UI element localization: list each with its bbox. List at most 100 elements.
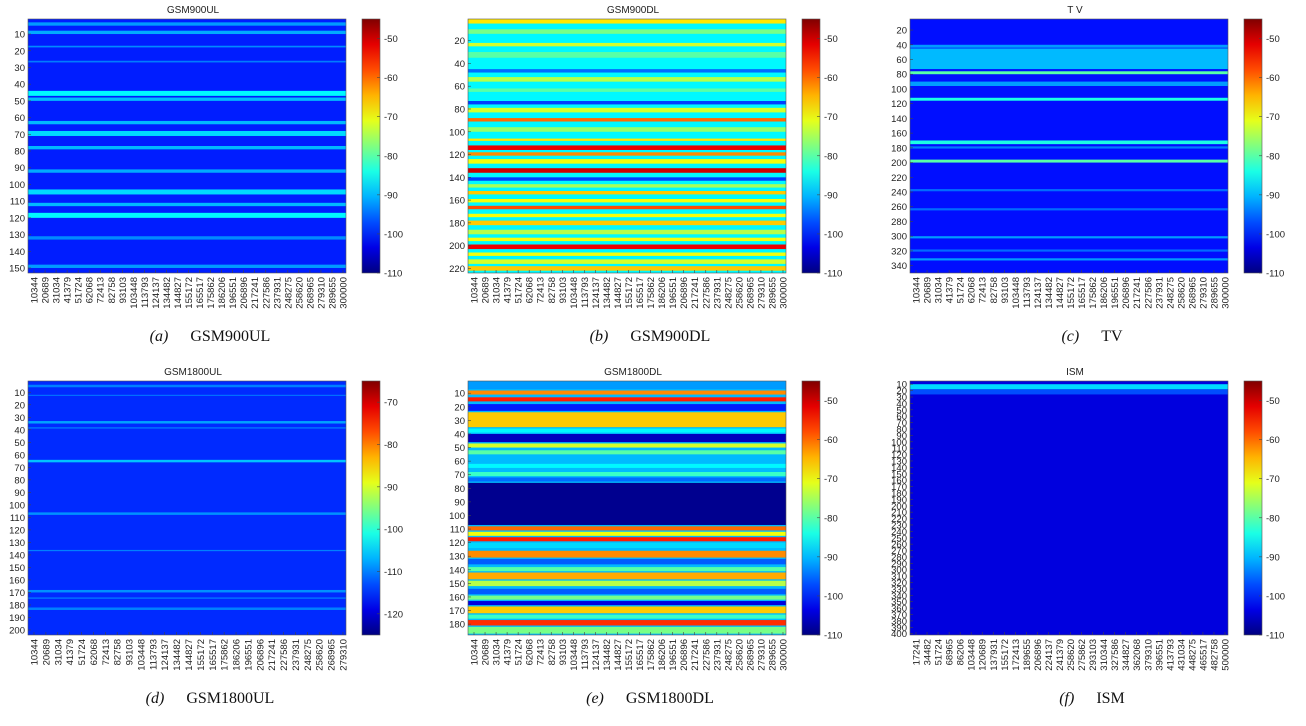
heatmap-band xyxy=(28,427,346,429)
y-tick-label: 150 xyxy=(891,469,907,480)
y-tick-label: 370 xyxy=(891,610,907,621)
x-tick-label: 20689 xyxy=(41,277,52,303)
heatmap-plot xyxy=(909,18,1229,274)
y-tick-label: 180 xyxy=(449,218,465,229)
x-tick-label: 396551 xyxy=(1154,639,1165,671)
caption-text: TV xyxy=(1101,328,1123,345)
x-tick-label: 10344 xyxy=(470,277,481,303)
heatmap-band xyxy=(28,264,346,268)
x-tick-label: 206896 xyxy=(239,277,250,309)
x-tick-label: 175862 xyxy=(1088,277,1099,309)
y-tick-label: 200 xyxy=(449,241,465,252)
colorbar-tick-label: -100 xyxy=(1266,591,1285,602)
x-tick-label: 186206 xyxy=(657,277,668,309)
heatmap-band xyxy=(468,457,786,462)
x-tick-label: 268965 xyxy=(745,277,756,309)
y-tick-label: 220 xyxy=(891,173,907,184)
heatmap-band xyxy=(468,558,786,565)
x-tick-label: 31034 xyxy=(52,277,63,303)
caption-tag: (d) xyxy=(145,690,165,707)
y-tick-label: 220 xyxy=(891,514,907,525)
heatmap-plot xyxy=(467,18,787,274)
y-tick-label: 20 xyxy=(454,36,465,47)
y-tick-label: 140 xyxy=(891,463,907,474)
heatmap-band xyxy=(468,443,786,448)
heatmap-background xyxy=(910,381,1228,635)
y-tick-label: 130 xyxy=(449,552,465,563)
heatmap-band xyxy=(468,526,786,531)
heatmap-band xyxy=(468,572,786,580)
y-tick-label: 160 xyxy=(9,575,25,586)
x-tick-label: 137931 xyxy=(989,639,1000,671)
heatmap-band xyxy=(468,107,786,113)
heatmap-band xyxy=(468,138,786,141)
heatmap-band xyxy=(28,130,346,136)
y-tick-label: 90 xyxy=(14,163,25,174)
colorbar-tick-label: -100 xyxy=(824,591,843,602)
y-tick-label: 60 xyxy=(454,457,465,468)
y-axis: 1020304050607080901001101201301401501601… xyxy=(891,380,913,640)
heatmap-band xyxy=(468,152,786,156)
colorbar-tick-label: -90 xyxy=(824,190,838,201)
heatmap-chart: GSM900DL 20 40 60 80 100 120 140 160 180 200 220 1… xyxy=(449,5,843,309)
y-tick-label: 10 xyxy=(14,388,25,399)
y-tick-label: 300 xyxy=(891,232,907,243)
x-tick-label: 300000 xyxy=(1221,277,1232,309)
panel-caption: (d) GSM1800UL xyxy=(0,690,420,708)
heatmap-band xyxy=(28,607,346,610)
y-tick-label: 80 xyxy=(14,147,25,158)
colorbar: -50 -60 -70 -80 -90 -100 -110 xyxy=(361,18,403,280)
x-tick-label: 289655 xyxy=(1209,277,1220,309)
y-tick-label: 150 xyxy=(9,563,25,574)
x-tick-label: 206896 xyxy=(679,639,690,671)
heatmap-band xyxy=(910,81,1228,86)
x-tick-label: 227586 xyxy=(261,277,272,309)
y-tick-label: 20 xyxy=(14,400,25,411)
heatmap-band xyxy=(468,550,786,558)
y-tick-label: 270 xyxy=(891,546,907,557)
x-tick-label: 196551 xyxy=(668,639,679,671)
x-tick-label: 175862 xyxy=(220,639,231,671)
x-tick-label: 10344 xyxy=(912,277,923,303)
x-tick-label: 300000 xyxy=(339,277,350,309)
x-tick-label: 155172 xyxy=(624,639,635,671)
y-tick-label: 80 xyxy=(14,475,25,486)
y-tick-label: 400 xyxy=(891,629,907,640)
y-tick-label: 180 xyxy=(9,600,25,611)
heatmap-band xyxy=(468,101,786,105)
heatmap-band xyxy=(910,71,1228,75)
heatmap-band xyxy=(468,620,786,626)
colorbar-tick-label: -50 xyxy=(1266,34,1280,45)
y-axis: 1020304050607080901001101201301401501601… xyxy=(9,388,31,636)
chart-title: ISM xyxy=(1066,367,1084,378)
x-tick-label: 289655 xyxy=(327,277,338,309)
caption-tag: (e) xyxy=(586,690,604,707)
x-tick-label: 155172 xyxy=(1000,639,1011,671)
x-axis: 10344 20689 31034 41379 51724 62068 72413 82758… xyxy=(30,632,350,671)
x-tick-label: 31034 xyxy=(934,277,945,303)
x-tick-label: 82758 xyxy=(107,277,118,303)
heatmap-band xyxy=(910,48,1228,70)
x-tick-label: 165517 xyxy=(195,277,206,309)
colorbar: -50 -60 -70 -80 -90 -100 -110 xyxy=(1243,380,1285,642)
x-tick-label: 248275 xyxy=(283,277,294,309)
heatmap-band xyxy=(468,567,786,572)
x-tick-label: 431034 xyxy=(1176,639,1187,671)
y-tick-label: 40 xyxy=(454,429,465,440)
y-tick-label: 70 xyxy=(14,130,25,141)
y-tick-label: 340 xyxy=(891,591,907,602)
heatmap-band xyxy=(468,52,786,58)
colorbar-tick-label: -110 xyxy=(1266,631,1284,642)
y-tick-label: 190 xyxy=(891,495,907,506)
panel-caption: (b) GSM900DL xyxy=(440,328,860,346)
y-tick-label: 230 xyxy=(891,520,907,531)
x-tick-label: 144827 xyxy=(613,277,624,309)
y-tick-label: 70 xyxy=(896,418,907,429)
colorbar: -50 -60 -70 -80 -90 -100 -110 xyxy=(1243,18,1285,280)
x-tick-label: 268965 xyxy=(1187,277,1198,309)
colorbar-tick-label: -80 xyxy=(384,151,398,162)
colorbar: -50 -60 -70 -80 -90 -100 -110 xyxy=(801,18,843,280)
y-tick-label: 160 xyxy=(449,196,465,207)
x-tick-label: 258620 xyxy=(1066,639,1077,671)
y-tick-label: 200 xyxy=(891,501,907,512)
